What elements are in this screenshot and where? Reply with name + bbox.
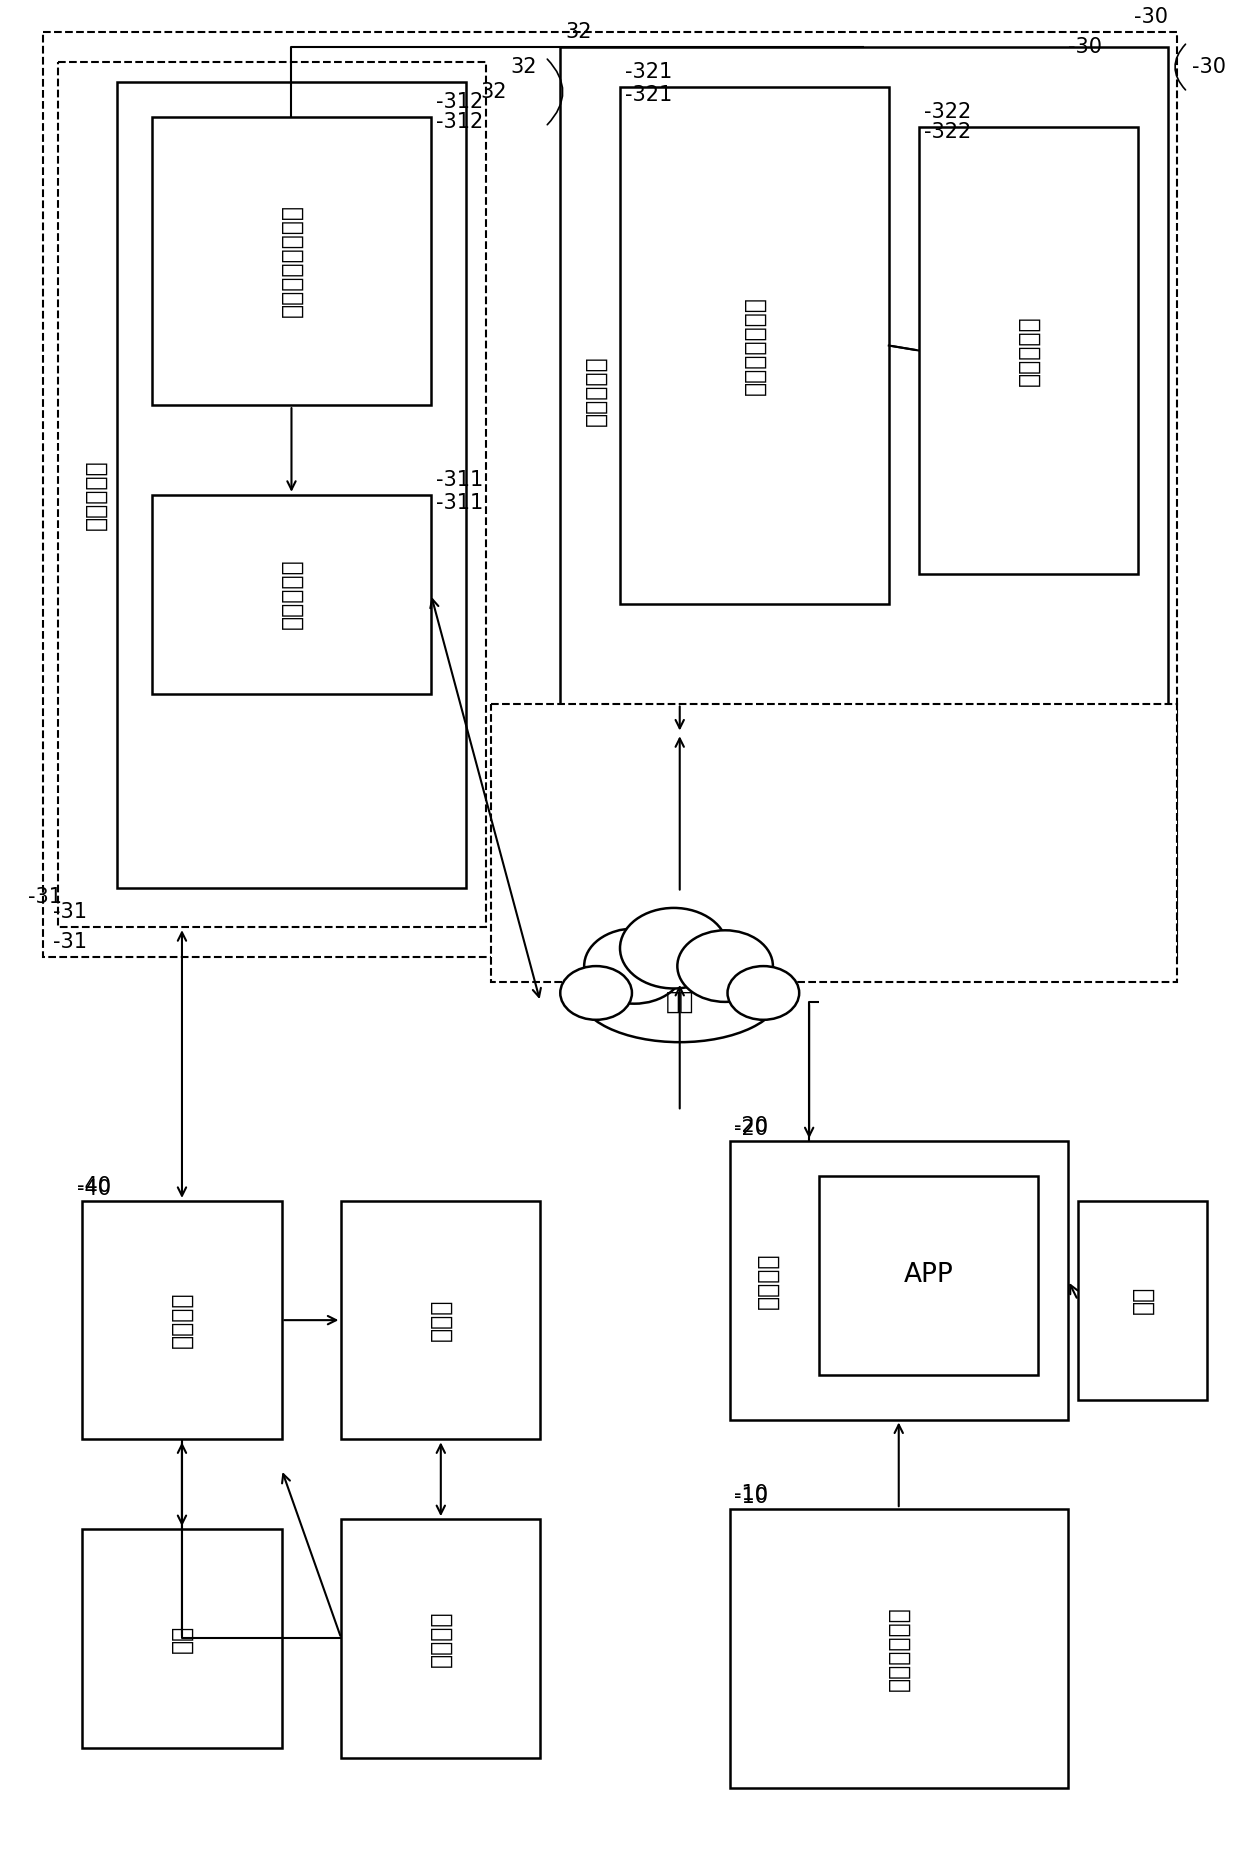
Text: 测量数据库: 测量数据库 <box>1016 315 1040 385</box>
Text: 分类数据处理模块: 分类数据处理模块 <box>279 204 304 317</box>
Bar <box>341 1201 541 1440</box>
Text: 管理服务器: 管理服务器 <box>83 460 108 530</box>
Ellipse shape <box>728 965 800 1019</box>
Text: -322: -322 <box>924 102 971 122</box>
Ellipse shape <box>677 930 773 1002</box>
Text: -30: -30 <box>1133 7 1168 28</box>
Text: -20: -20 <box>734 1116 769 1136</box>
Text: -30: -30 <box>1193 57 1226 78</box>
Text: -40: -40 <box>77 1177 112 1195</box>
Text: 网络: 网络 <box>666 990 694 1014</box>
Bar <box>57 63 486 926</box>
Text: 报告: 报告 <box>170 1625 193 1653</box>
Text: 眼温数据库: 眼温数据库 <box>279 560 304 630</box>
Text: 帐户管理数据库: 帐户管理数据库 <box>743 296 766 395</box>
Text: 分析平台: 分析平台 <box>429 1610 453 1666</box>
Bar <box>820 1177 1038 1375</box>
Bar <box>118 82 466 888</box>
Text: 数据服务器: 数据服务器 <box>583 356 608 426</box>
Text: -311: -311 <box>435 469 484 489</box>
Text: -311: -311 <box>435 493 484 513</box>
Text: 数据库: 数据库 <box>429 1299 453 1342</box>
Bar <box>919 126 1137 574</box>
Text: -10: -10 <box>734 1484 769 1505</box>
Bar <box>153 117 430 406</box>
Text: 眼温传感装置: 眼温传感装置 <box>887 1607 910 1690</box>
Bar <box>620 87 889 604</box>
Text: -312: -312 <box>435 111 484 132</box>
Text: -31: -31 <box>52 932 87 952</box>
Ellipse shape <box>584 928 684 1004</box>
Text: 电子装置: 电子装置 <box>755 1253 779 1308</box>
Text: APP: APP <box>904 1262 954 1288</box>
Text: 32: 32 <box>481 82 507 102</box>
Bar <box>82 1201 281 1440</box>
Text: -312: -312 <box>435 93 484 111</box>
Ellipse shape <box>560 965 632 1019</box>
Text: -30: -30 <box>1068 37 1102 57</box>
Bar <box>729 1141 1068 1419</box>
Text: -20: -20 <box>734 1119 769 1140</box>
Text: -322: -322 <box>924 122 971 141</box>
Text: 32: 32 <box>511 57 537 78</box>
Bar <box>341 1519 541 1758</box>
Text: 应用平台: 应用平台 <box>170 1292 193 1349</box>
Ellipse shape <box>620 908 728 988</box>
Bar <box>729 1508 1068 1788</box>
Text: -31: -31 <box>52 902 87 923</box>
Bar <box>491 704 1178 982</box>
Text: -40: -40 <box>77 1179 112 1199</box>
Text: -31: -31 <box>27 888 62 908</box>
Text: 用户: 用户 <box>1131 1286 1154 1314</box>
Bar <box>1078 1201 1208 1399</box>
Text: -321: -321 <box>625 85 672 106</box>
Ellipse shape <box>578 943 781 1041</box>
Text: -321: -321 <box>625 61 672 82</box>
Bar <box>560 46 1168 734</box>
Text: 32: 32 <box>565 22 591 43</box>
Bar <box>42 32 1178 958</box>
Bar <box>153 495 430 693</box>
Bar <box>82 1529 281 1747</box>
Text: -10: -10 <box>734 1488 769 1506</box>
